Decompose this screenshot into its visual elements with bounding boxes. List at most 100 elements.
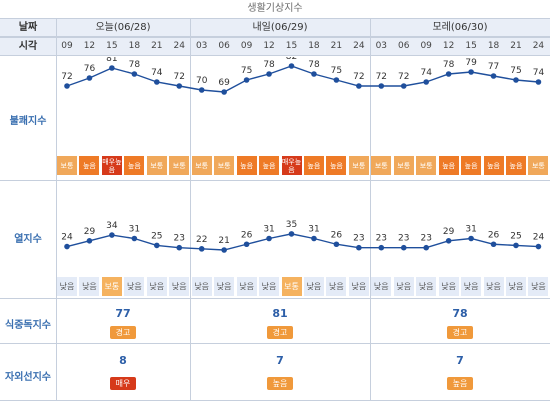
discomfort-level-10: 매우높음 bbox=[281, 156, 302, 175]
heat-value-8: 26 bbox=[241, 230, 253, 240]
hour-13: 24 bbox=[353, 41, 365, 51]
hour-1: 12 bbox=[83, 41, 96, 51]
food-today-level: 경고 bbox=[110, 326, 136, 339]
day-after-tomorrow: 모레(06/30) bbox=[432, 22, 488, 33]
hour-12: 21 bbox=[330, 41, 343, 51]
food-label: 식중독지수 bbox=[5, 320, 51, 331]
heat-chart: 24 29 34 31 25 23 22 21 26 31 35 31 26 23 23 23 23 29 31 26… bbox=[61, 220, 545, 253]
heat-value-9: 31 bbox=[263, 225, 274, 235]
discomfort-level-15: 보통 bbox=[393, 156, 414, 175]
heat-value-16: 23 bbox=[420, 234, 431, 244]
heat-value-3: 31 bbox=[129, 225, 140, 235]
discomfort-level-14: 보통 bbox=[371, 156, 392, 175]
discomfort-point-11 bbox=[311, 71, 317, 77]
heat-value-14: 23 bbox=[376, 234, 387, 244]
discomfort-point-8 bbox=[243, 77, 250, 83]
discomfort-level-9: 높음 bbox=[259, 156, 280, 175]
heat-level-14: 낮음 bbox=[371, 277, 392, 296]
heat-point-5 bbox=[176, 244, 183, 251]
hour-14: 03 bbox=[375, 41, 388, 51]
heat-point-8 bbox=[243, 241, 250, 248]
heat-value-19: 26 bbox=[488, 230, 500, 240]
heat-point-19 bbox=[490, 241, 497, 248]
heat-level-10: 보통 bbox=[281, 277, 302, 296]
divider-day1 bbox=[190, 18, 191, 401]
discomfort-point-0 bbox=[64, 83, 70, 89]
discomfort-point-2 bbox=[109, 65, 115, 71]
discomfort-level-5: 보통 bbox=[169, 156, 190, 175]
discomfort-point-21 bbox=[535, 79, 542, 85]
heat-value-13: 23 bbox=[353, 234, 364, 244]
discomfort-value-21: 74 bbox=[533, 68, 545, 78]
heat-level-8: 낮음 bbox=[236, 277, 257, 296]
discomfort-value-1: 76 bbox=[84, 64, 96, 74]
discomfort-level-18: 높음 bbox=[461, 156, 482, 175]
heat-level-5: 낮음 bbox=[169, 277, 190, 296]
hour-9: 12 bbox=[263, 41, 275, 51]
heat-value-7: 21 bbox=[218, 236, 229, 246]
divider-discomfort-heat bbox=[0, 180, 550, 181]
discomfort-value-13: 72 bbox=[353, 72, 364, 82]
divider-bottom bbox=[0, 400, 550, 401]
food-after-level: 경고 bbox=[447, 326, 473, 339]
hour-7: 06 bbox=[218, 41, 230, 51]
discomfort-point-4 bbox=[154, 79, 160, 85]
heat-point-20 bbox=[513, 242, 519, 249]
heat-point-12 bbox=[333, 241, 340, 248]
discomfort-point-15 bbox=[400, 83, 407, 89]
discomfort-level-17: 높음 bbox=[438, 156, 459, 175]
discomfort-level-20: 높음 bbox=[506, 156, 526, 175]
discomfort-point-12 bbox=[333, 77, 340, 83]
discomfort-point-14 bbox=[378, 83, 385, 89]
heat-level-7: 낮음 bbox=[214, 277, 235, 296]
discomfort-point-6 bbox=[198, 87, 205, 93]
discomfort-level-16: 보통 bbox=[416, 156, 437, 175]
heat-value-15: 23 bbox=[398, 234, 409, 244]
discomfort-point-13 bbox=[356, 83, 362, 89]
heat-point-16 bbox=[423, 244, 430, 251]
heat-point-15 bbox=[400, 244, 407, 251]
date-label: 날짜 bbox=[18, 22, 38, 33]
food-tomorrow-level: 경고 bbox=[267, 326, 293, 339]
hour-4: 21 bbox=[151, 41, 163, 51]
uv-tomorrow-value: 7 bbox=[276, 354, 284, 367]
discomfort-level-1: 높음 bbox=[79, 156, 100, 175]
discomfort-point-18 bbox=[468, 69, 474, 75]
food-after-value: 78 bbox=[452, 307, 468, 320]
hour-17: 12 bbox=[442, 41, 455, 51]
heat-value-6: 22 bbox=[196, 235, 207, 245]
heat-level-4: 낮음 bbox=[146, 277, 167, 296]
discomfort-level-2: 매우높음 bbox=[101, 156, 122, 175]
table-caption: 생활기상지수 bbox=[247, 3, 303, 14]
hour-21: 24 bbox=[532, 41, 545, 51]
heat-point-3 bbox=[131, 235, 138, 242]
uv-today-level: 매우 bbox=[110, 377, 136, 390]
hour-16: 09 bbox=[420, 41, 432, 51]
heat-value-21: 24 bbox=[533, 233, 545, 243]
hour-18: 15 bbox=[465, 41, 477, 51]
discomfort-level-7: 보통 bbox=[214, 156, 235, 175]
heat-level-3: 낮음 bbox=[124, 277, 145, 296]
discomfort-value-6: 70 bbox=[196, 76, 208, 86]
heat-point-4 bbox=[154, 242, 160, 249]
discomfort-value-20: 75 bbox=[510, 66, 521, 76]
discomfort-value-19: 77 bbox=[488, 62, 499, 72]
heat-line bbox=[66, 233, 539, 251]
discomfort-level-21: 보통 bbox=[528, 156, 549, 175]
heat-value-1: 29 bbox=[84, 227, 96, 237]
heat-value-18: 31 bbox=[465, 225, 476, 235]
heat-value-11: 31 bbox=[308, 225, 319, 235]
discomfort-value-15: 72 bbox=[398, 72, 409, 82]
discomfort-value-8: 75 bbox=[241, 66, 252, 76]
heat-point-1 bbox=[86, 238, 93, 244]
discomfort-level-3: 높음 bbox=[124, 156, 145, 175]
heat-label: 열지수 bbox=[14, 234, 42, 245]
discomfort-label: 불쾌지수 bbox=[9, 116, 47, 127]
discomfort-value-9: 78 bbox=[263, 60, 275, 70]
discomfort-line bbox=[66, 65, 539, 93]
food-tomorrow-value: 81 bbox=[272, 307, 288, 320]
divider-day2 bbox=[370, 18, 371, 401]
divider-label-col bbox=[56, 18, 57, 401]
hour-2: 15 bbox=[106, 41, 118, 51]
